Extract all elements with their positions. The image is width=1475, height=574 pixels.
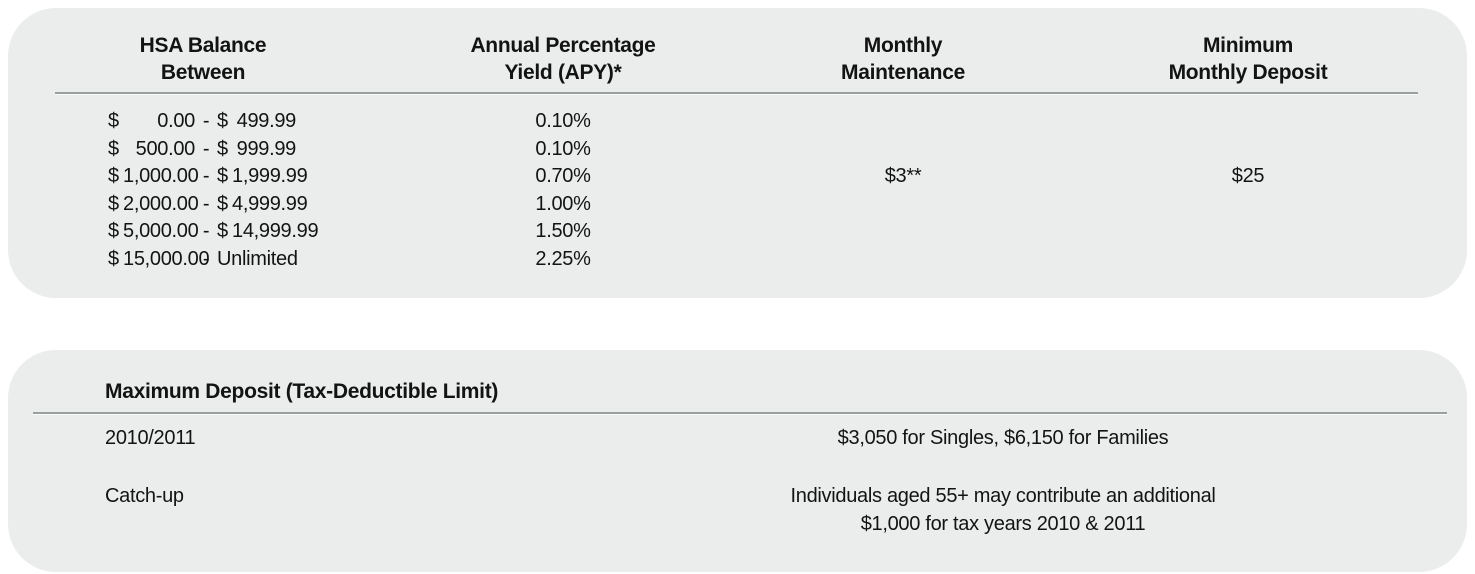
column-header-apy: Annual Percentage Yield (APY)* — [398, 32, 728, 86]
apy-value: 0.70% — [535, 165, 591, 188]
range-max: 4,999.99 — [232, 192, 308, 215]
header-line: Annual Percentage — [470, 34, 656, 57]
currency-symbol: $ — [217, 165, 228, 188]
range-separator: - — [202, 220, 210, 243]
range-separator: - — [202, 165, 210, 188]
column-header-hsa-balance: HSA Balance Between — [8, 32, 398, 86]
balance-range-row: $ 2,000.00 - $ 4,999.99 — [8, 191, 398, 219]
currency-symbol: $ — [108, 192, 119, 215]
deposit-row-value: $3,050 for Singles, $6,150 for Families — [711, 424, 1295, 452]
balance-range-row: $ 0.00 - $ 499.99 — [8, 108, 398, 136]
header-line: Minimum — [1202, 34, 1294, 57]
range-min: 1,000.00 — [123, 165, 199, 188]
deposit-value-line: $3,050 for Singles, $6,150 for Families — [837, 427, 1169, 449]
apy-value: 1.50% — [535, 220, 591, 243]
range-separator: - — [202, 137, 210, 160]
currency-symbol: $ — [108, 110, 119, 132]
header-line: Monthly — [863, 34, 943, 57]
title-divider-line — [33, 412, 1447, 414]
deposit-row-label: 2010/2011 — [105, 427, 196, 449]
currency-symbol: $ — [108, 220, 119, 243]
header-line: Maintenance — [841, 61, 965, 84]
column-header-minimum-monthly-deposit: Minimum Monthly Deposit — [1078, 32, 1418, 86]
apy-value: 0.10% — [535, 110, 591, 132]
monthly-maintenance-value: $3** — [884, 165, 922, 188]
deposit-limit-row: 2010/2011 $3,050 for Singles, $6,150 for… — [8, 427, 1467, 450]
currency-symbol: $ — [108, 137, 119, 160]
range-separator: - — [202, 247, 210, 270]
range-min: 500.00 — [135, 137, 196, 160]
balance-range-row: $ 5,000.00 - $ 14,999.99 — [8, 218, 398, 246]
hsa-rates-panel: HSA Balance Between Annual Percentage Yi… — [8, 8, 1467, 298]
minimum-monthly-deposit-value: $25 — [1231, 165, 1265, 188]
apy-column: 0.10% 0.10% 0.70% 1.00% 1.50% 2.25% — [398, 108, 728, 274]
column-header-monthly-maintenance: Monthly Maintenance — [728, 32, 1078, 86]
apy-value: 1.00% — [535, 192, 591, 215]
monthly-maintenance-column: $3** — [728, 108, 1078, 274]
header-line: Monthly Deposit — [1168, 61, 1328, 84]
range-min: 0.00 — [157, 110, 195, 132]
deposit-value-line: Individuals aged 55+ may contribute an a… — [790, 485, 1216, 507]
currency-symbol: $ — [217, 192, 228, 215]
currency-symbol: $ — [217, 110, 228, 132]
balance-ranges-column: $ 0.00 - $ 499.99 $ 500.00 - $ 999.99 $ … — [8, 108, 398, 274]
currency-symbol: $ — [108, 165, 119, 188]
balance-range-row: $ 500.00 - $ 999.99 — [8, 136, 398, 164]
range-separator: - — [202, 110, 210, 132]
range-max: 14,999.99 — [232, 220, 319, 243]
range-min: 5,000.00 — [123, 220, 199, 243]
range-max: 499.99 — [236, 110, 297, 132]
range-min: 15,000.00 — [123, 247, 210, 270]
header-line: Yield (APY)* — [504, 61, 622, 84]
maximum-deposit-title: Maximum Deposit (Tax-Deductible Limit) — [105, 380, 499, 403]
apy-value: 2.25% — [535, 247, 591, 270]
range-min: 2,000.00 — [123, 192, 199, 215]
header-line: HSA Balance — [139, 34, 267, 57]
currency-symbol: $ — [217, 220, 228, 243]
apy-value: 0.10% — [535, 137, 591, 160]
header-divider-line — [55, 92, 1418, 94]
maximum-deposit-panel: Maximum Deposit (Tax-Deductible Limit) 2… — [8, 350, 1467, 572]
range-max: 999.99 — [236, 137, 297, 160]
rate-table-body: $ 0.00 - $ 499.99 $ 500.00 - $ 999.99 $ … — [8, 108, 1467, 274]
currency-symbol: $ — [108, 247, 119, 270]
rate-table-header-row: HSA Balance Between Annual Percentage Yi… — [8, 8, 1467, 86]
deposit-value-line: $1,000 for tax years 2010 & 2011 — [860, 513, 1146, 535]
header-line: Between — [160, 61, 246, 84]
range-max: 1,999.99 — [232, 165, 308, 188]
currency-symbol: $ — [217, 137, 228, 160]
minimum-monthly-deposit-column: $25 — [1078, 108, 1418, 274]
balance-range-row: $ 15,000.00 - Unlimited — [8, 246, 398, 274]
range-separator: - — [202, 192, 210, 215]
range-max: Unlimited — [217, 247, 298, 270]
balance-range-row: $ 1,000.00 - $ 1,999.99 — [8, 163, 398, 191]
deposit-row-label: Catch-up — [105, 485, 184, 507]
deposit-row-value: Individuals aged 55+ may contribute an a… — [711, 482, 1295, 538]
deposit-limit-row: Catch-up Individuals aged 55+ may contri… — [8, 485, 1467, 535]
